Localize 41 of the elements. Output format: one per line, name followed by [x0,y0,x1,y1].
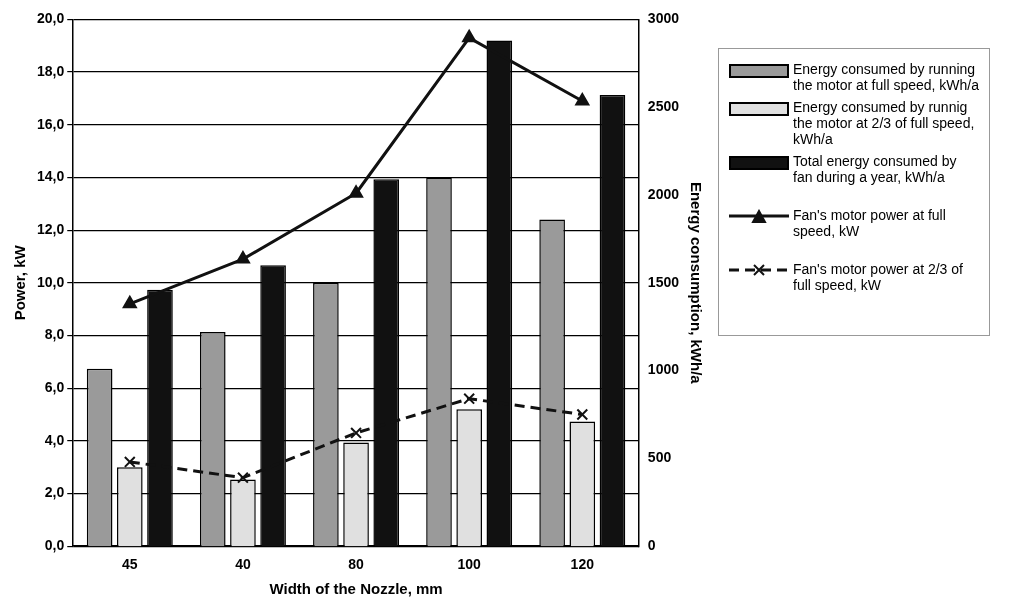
y-tick-label: 18,0 [37,62,65,79]
y-tick-label: 8,0 [44,326,65,343]
y-tick-label: 16,0 [37,115,65,132]
point [236,471,249,484]
y-tick-label: 12,0 [37,220,65,237]
y-tick-label: 14,0 [37,168,65,185]
y2-tick-label: 2500 [647,98,680,115]
point [350,426,362,439]
x-tick-label: 45 [122,556,138,573]
y-tick-label: 20,0 [37,10,65,27]
point [463,392,476,405]
y2-tick-label: 3000 [647,10,680,27]
x-tick-label: 80 [348,556,365,573]
y2-tick-label: 2000 [647,185,680,202]
y2-tick-label: 1000 [647,361,680,378]
y2-tick-label: 1500 [647,273,680,290]
point [576,408,589,421]
point [575,93,590,106]
x-tick-label: 120 [570,556,595,573]
y2-axis-title: Energy consumption, kWh/a [687,181,705,385]
point [123,455,136,468]
y-axis-title: Power, kW [11,244,29,321]
x-axis-title: Width of the Nozzle, mm [269,580,443,598]
point [348,185,364,198]
point [122,295,137,309]
y-tick-label: 2,0 [44,484,65,501]
y2-tick-label: 500 [647,449,672,466]
legend-label: Energy consumed by running the motor at full speed, kWh/a [793,61,979,93]
y-tick-label: 10,0 [37,273,65,290]
legend-label: Fan's motor power at full speed, kW [793,207,947,239]
point [462,29,477,43]
y-tick-label: 6,0 [44,379,65,396]
point [235,251,250,264]
legend-label: Energy consumed by runnig the motor at 2/3 of full speed, kWh/a [793,99,976,147]
x-tick-label: 100 [457,556,482,573]
y2-tick-label: 0 [647,537,656,554]
legend-label: Total energy consumed by fan during a year, kWh/a [793,153,958,185]
x-tick-label: 40 [235,556,251,573]
legend-label: Fan's motor power at 2/3 of full speed, kW [793,261,964,293]
y-tick-label: 0,0 [44,537,65,554]
y-tick-label: 4,0 [44,431,65,448]
